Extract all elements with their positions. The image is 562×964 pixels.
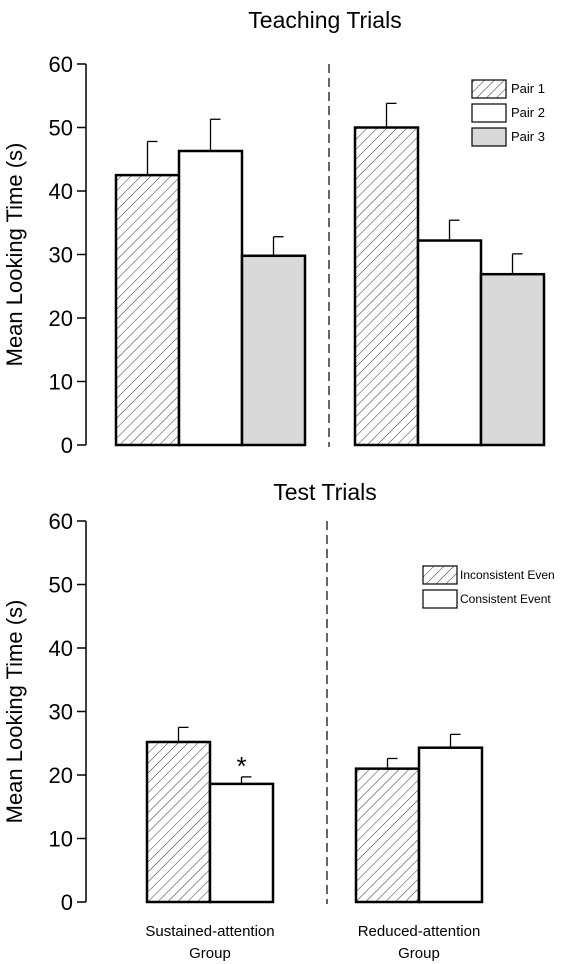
chart-2-y-axis-label: Mean Looking Time (s) — [2, 600, 27, 824]
chart-2-y-tick-label: 10 — [49, 827, 73, 852]
chart-1-bar — [240, 254, 307, 447]
chart-2-legend-swatch — [422, 565, 458, 585]
chart-1-legend-swatch — [471, 79, 507, 99]
chart-2-y-tick-label: 40 — [49, 636, 73, 661]
chart-1-y-tick-label: 10 — [49, 370, 73, 395]
chart-1-bar — [114, 173, 181, 447]
chart-1-y-tick-label: 20 — [49, 306, 73, 331]
chart-2-bar — [354, 767, 421, 904]
chart-1-legend-label: Pair 1 — [511, 81, 545, 96]
chart-1-legend-swatch — [471, 127, 507, 147]
chart-2-bar — [208, 782, 275, 904]
chart-1-bar — [177, 149, 244, 447]
chart-1-legend-label: Pair 3 — [511, 129, 545, 144]
chart-1-bar — [353, 126, 420, 447]
chart-1-y-tick-label: 60 — [49, 52, 73, 77]
chart-1-title: Teaching Trials — [248, 7, 401, 33]
chart-1-y-tick-label: 0 — [61, 433, 73, 458]
chart-1-legend-swatch — [471, 103, 507, 123]
chart-1-y-tick-label: 50 — [49, 116, 73, 141]
chart-2-y-tick-label: 0 — [61, 890, 73, 915]
chart-1-y-tick-label: 40 — [49, 179, 73, 204]
chart-1-y-axis-label: Mean Looking Time (s) — [2, 143, 27, 367]
chart-2-y-tick-label: 60 — [49, 509, 73, 534]
chart-2-y-tick-label: 30 — [49, 700, 73, 725]
chart-2-group-label: Group — [398, 945, 440, 962]
chart-2-group-label: Group — [189, 945, 231, 962]
chart-2-legend-label: Consistent Event — [460, 592, 551, 606]
chart-2-group-label: Reduced-attention — [358, 923, 481, 940]
chart-1-bar — [416, 239, 483, 447]
chart-2-bar — [145, 740, 212, 904]
chart-2-y-tick-label: 50 — [49, 573, 73, 598]
chart-2-legend-label: Inconsistent Even — [460, 568, 555, 582]
chart-1-bar — [479, 272, 546, 447]
chart-2-legend-swatch — [422, 589, 458, 609]
chart-2-significance-marker: * — [236, 751, 246, 781]
chart-1-legend-label: Pair 2 — [511, 105, 545, 120]
chart-2-y-tick-label: 20 — [49, 763, 73, 788]
chart-1-y-tick-label: 30 — [49, 243, 73, 268]
chart-2-bar — [417, 746, 484, 904]
chart-2-group-label: Sustained-attention — [145, 923, 274, 940]
chart-2-title: Test Trials — [273, 479, 377, 505]
